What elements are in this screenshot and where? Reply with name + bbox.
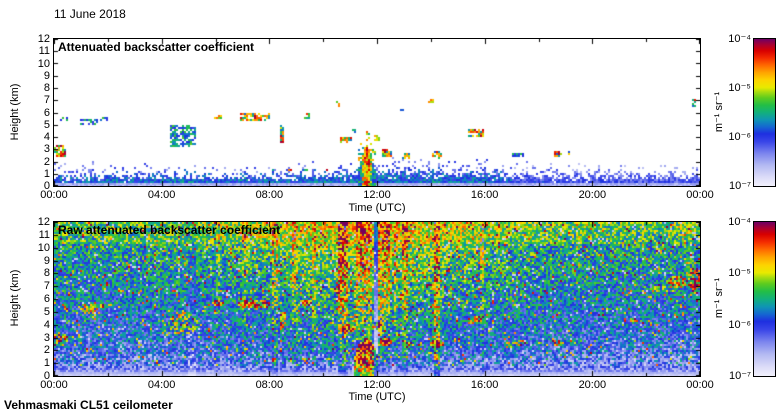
y-tick-label: 2 [43, 155, 50, 168]
y-tick-label: 7 [43, 280, 50, 293]
colorbar-tick-label: 10⁻⁶ [728, 131, 751, 143]
x-tick-label: 00:00 [686, 379, 714, 391]
colorbar-bottom [753, 221, 776, 377]
y-tick-label: 3 [43, 331, 50, 344]
x-tick-label: 12:00 [363, 189, 391, 201]
x-tick-label: 12:00 [363, 379, 391, 391]
colorbar-tick-label: 10⁻⁴ [728, 33, 751, 45]
date-label: 11 June 2018 [54, 7, 126, 21]
x-tick-label: 16:00 [470, 189, 499, 201]
colorbar-tick-label: 10⁻⁷ [728, 180, 751, 192]
x-axis-title-bottom: Time (UTC) [348, 391, 406, 403]
y-tick-label: 10 [37, 57, 50, 70]
colorbar-tick-label: 10⁻⁵ [728, 82, 751, 94]
y-tick-label: 4 [43, 318, 50, 331]
station-label: Vehmasmaki CL51 ceilometer [4, 398, 173, 412]
y-tick-label: 2 [43, 344, 50, 357]
x-tick-label: 04:00 [147, 379, 176, 391]
y-tick-label: 5 [43, 305, 50, 318]
x-axis-title-top: Time (UTC) [348, 202, 406, 214]
y-tick-label: 9 [43, 69, 50, 82]
y-tick-label: 3 [43, 143, 50, 156]
x-tick-label: 00:00 [40, 379, 68, 391]
colorbar-tick-label: 10⁻⁴ [728, 216, 751, 228]
x-tick-label: 00:00 [40, 189, 68, 201]
y-tick-label: 1 [43, 357, 50, 370]
y-tick-label: 9 [43, 254, 50, 267]
y-tick-label: 5 [43, 118, 50, 131]
panel-attenuated-backscatter: Attenuated backscatter coefficient [53, 38, 701, 187]
x-tick-label: 20:00 [578, 189, 607, 201]
colorbar-tick-label: 10⁻⁷ [728, 370, 751, 382]
y-tick-label: 12 [37, 33, 50, 45]
y-tick-label: 4 [43, 131, 50, 143]
x-tick-label: 20:00 [578, 379, 607, 391]
y-tick-label: 0 [43, 180, 50, 192]
y-tick-label: 7 [43, 94, 50, 107]
attenuated-backscatter-heatmap [54, 39, 700, 186]
y-tick-label: 12 [37, 216, 50, 228]
colorbar-top [753, 38, 776, 187]
y-tick-label: 11 [38, 228, 50, 241]
y-tick-label: 8 [43, 82, 50, 94]
panel-title-raw: Raw attenuated backscatter coefficient [58, 223, 281, 237]
x-tick-label: 08:00 [255, 379, 284, 391]
y-tick-label: 1 [43, 167, 50, 180]
colorbar-tick-label: 10⁻⁵ [728, 267, 751, 280]
x-tick-label: 16:00 [470, 379, 499, 391]
y-tick-label: 0 [43, 370, 50, 382]
colorbar-tick-label: 10⁻⁶ [728, 318, 751, 331]
panel-raw-backscatter: Raw attenuated backscatter coefficient [53, 221, 701, 377]
x-tick-label: 00:00 [686, 189, 714, 201]
y-tick-label: 8 [43, 267, 50, 280]
y-tick-label: 10 [37, 241, 50, 254]
x-tick-label: 08:00 [255, 189, 284, 201]
x-tick-label: 04:00 [147, 189, 176, 201]
panel-title-attenuated: Attenuated backscatter coefficient [58, 40, 255, 54]
y-tick-label: 11 [38, 45, 50, 58]
y-tick-label: 6 [43, 293, 50, 305]
raw-backscatter-heatmap [54, 222, 700, 376]
y-tick-label: 6 [43, 106, 50, 119]
